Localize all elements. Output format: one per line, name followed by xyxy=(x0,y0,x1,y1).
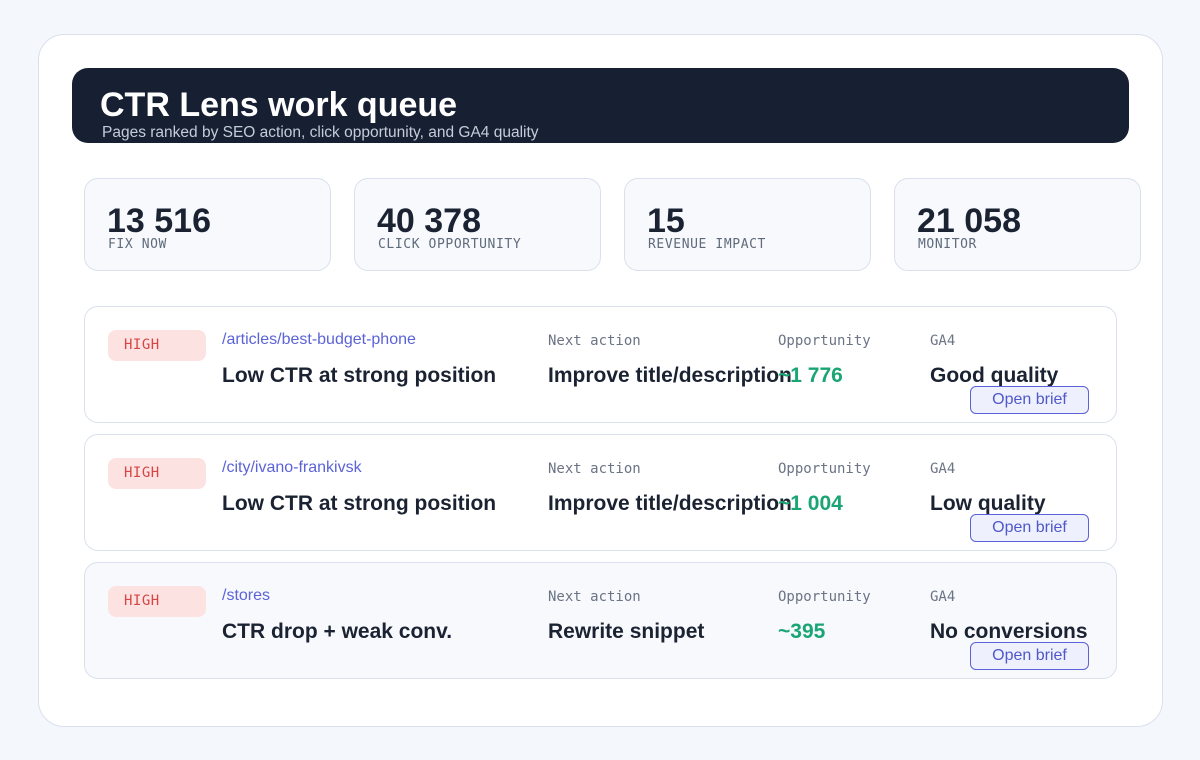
issue-title: CTR drop + weak conv. xyxy=(222,620,453,643)
open-brief-button[interactable]: Open brief xyxy=(970,642,1089,670)
stat-value: 40 378 xyxy=(377,202,481,240)
page-title: CTR Lens work queue xyxy=(100,86,458,124)
ga4-value: Low quality xyxy=(930,492,1046,515)
opportunity-label: Opportunity xyxy=(778,589,871,605)
ga4-value: No conversions xyxy=(930,620,1088,643)
ga4-label: GA4 xyxy=(930,589,956,605)
queue-row: HIGH /stores CTR drop + weak conv. Next … xyxy=(84,562,1117,679)
next-action-value: Improve title/description xyxy=(548,364,792,387)
issue-title: Low CTR at strong position xyxy=(222,492,497,515)
priority-badge: HIGH xyxy=(108,330,206,361)
opportunity-value: ~395 xyxy=(778,620,826,643)
next-action-value: Improve title/description xyxy=(548,492,792,515)
next-action-label: Next action xyxy=(548,333,641,349)
header-banner: CTR Lens work queue Pages ranked by SEO … xyxy=(72,68,1129,143)
priority-badge: HIGH xyxy=(108,586,206,617)
queue-row: HIGH /articles/best-budget-phone Low CTR… xyxy=(84,306,1117,423)
opportunity-label: Opportunity xyxy=(778,333,871,349)
next-action-label: Next action xyxy=(548,589,641,605)
stat-card-click-opportunity: 40 378 CLICK OPPORTUNITY xyxy=(354,178,601,271)
stat-card-monitor: 21 058 MONITOR xyxy=(894,178,1141,271)
stat-card-fix-now: 13 516 FIX NOW xyxy=(84,178,331,271)
ga4-value: Good quality xyxy=(930,364,1059,387)
issue-title: Low CTR at strong position xyxy=(222,364,497,387)
page-subtitle: Pages ranked by SEO action, click opport… xyxy=(102,124,539,141)
ga4-label: GA4 xyxy=(930,333,956,349)
page-path-link[interactable]: /articles/best-budget-phone xyxy=(222,331,416,348)
ga4-label: GA4 xyxy=(930,461,956,477)
stat-card-revenue-impact: 15 REVENUE IMPACT xyxy=(624,178,871,271)
open-brief-button[interactable]: Open brief xyxy=(970,386,1089,414)
open-brief-button[interactable]: Open brief xyxy=(970,514,1089,542)
stat-value: 13 516 xyxy=(107,202,211,240)
queue-row: HIGH /city/ivano-frankivsk Low CTR at st… xyxy=(84,434,1117,551)
page-path-link[interactable]: /city/ivano-frankivsk xyxy=(222,459,362,476)
opportunity-label: Opportunity xyxy=(778,461,871,477)
opportunity-value: ~1 776 xyxy=(778,364,843,387)
next-action-value: Rewrite snippet xyxy=(548,620,705,643)
priority-badge: HIGH xyxy=(108,458,206,489)
stat-label: FIX NOW xyxy=(108,237,167,252)
opportunity-value: ~1 004 xyxy=(778,492,843,515)
page-path-link[interactable]: /stores xyxy=(222,587,271,604)
stat-value: 15 xyxy=(647,202,685,240)
stat-label: CLICK OPPORTUNITY xyxy=(378,237,522,252)
stat-label: REVENUE IMPACT xyxy=(648,237,766,252)
next-action-label: Next action xyxy=(548,461,641,477)
stat-value: 21 058 xyxy=(917,202,1021,240)
stat-label: MONITOR xyxy=(918,237,977,252)
